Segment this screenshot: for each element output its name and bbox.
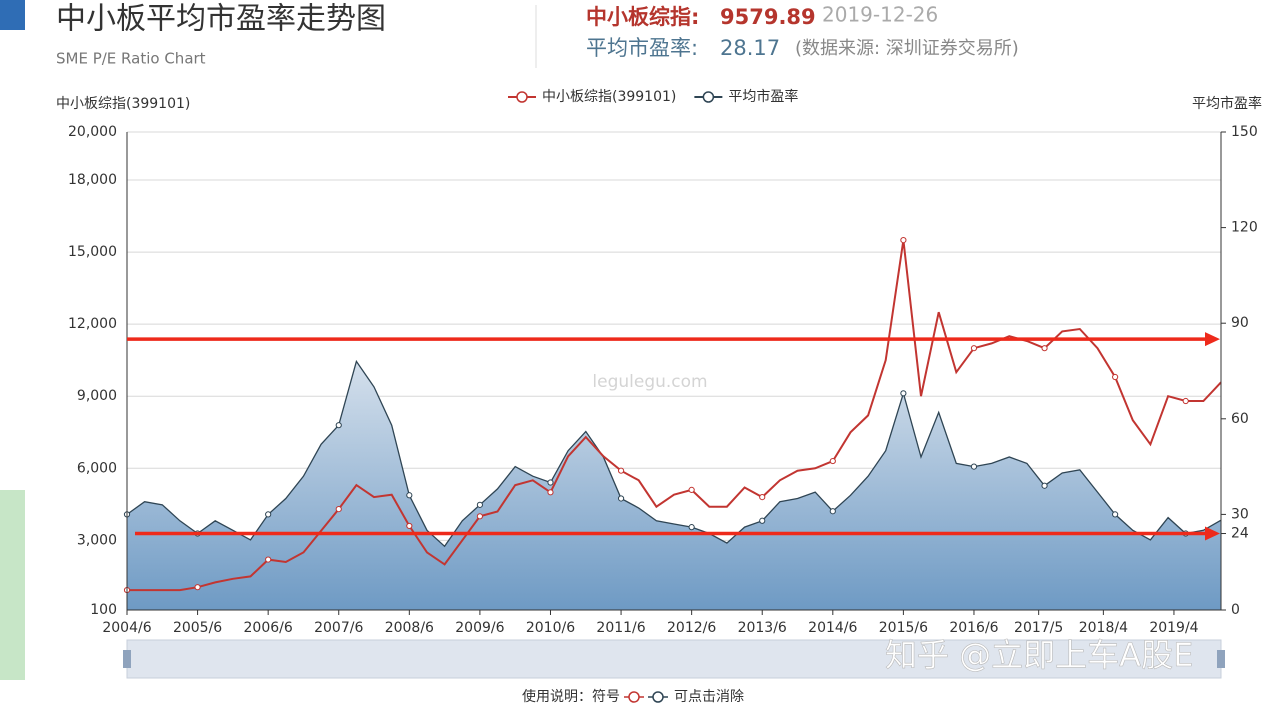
point — [759, 517, 766, 524]
y-tick-label: 100 — [90, 602, 117, 618]
pe-label: 平均市盈率: — [586, 36, 698, 60]
y-tick-label: 20,000 — [68, 124, 117, 140]
x-tick-label: 2018/4 — [1079, 620, 1128, 636]
point — [970, 345, 978, 352]
point — [1112, 511, 1119, 518]
point — [194, 584, 201, 591]
y2-tick-label: 120 — [1231, 220, 1258, 236]
x-tick-label: 2011/6 — [596, 620, 645, 636]
footer-symbol — [652, 691, 664, 703]
y2-tick-label: 24 — [1231, 526, 1249, 542]
date: 2019-12-26 — [822, 3, 938, 27]
source: (数据来源: 深圳证券交易所) — [795, 38, 1019, 59]
index-label: 中小板综指: — [586, 5, 699, 29]
legend-label[interactable]: 中小板综指(399101) — [542, 89, 676, 105]
point — [617, 467, 625, 474]
point — [1041, 482, 1048, 489]
point — [829, 457, 836, 465]
x-tick-label: 2008/6 — [385, 620, 434, 636]
y-tick-label: 12,000 — [68, 316, 117, 332]
point — [265, 556, 272, 563]
point — [406, 492, 413, 499]
y-tick-label: 6,000 — [77, 460, 117, 476]
x-tick-label: 2009/6 — [455, 620, 504, 636]
x-tick-label: 2016/6 — [949, 620, 998, 636]
y2-tick-label: 150 — [1231, 124, 1258, 140]
zoom-handle[interactable] — [123, 650, 131, 668]
y2-tick-label: 30 — [1231, 506, 1249, 522]
point — [970, 463, 978, 470]
legend-label[interactable]: 平均市盈率 — [728, 88, 798, 105]
x-tick-label: 2019/4 — [1149, 620, 1198, 636]
point — [476, 501, 484, 508]
y-tick-label: 9,000 — [77, 388, 117, 404]
x-tick-label: 2005/6 — [173, 620, 222, 636]
point — [1041, 345, 1048, 352]
y-axis-title: 中小板综指(399101) — [56, 96, 190, 112]
footer-note: 使用说明：符号 — [522, 688, 620, 705]
y-tick-label: 15,000 — [68, 244, 117, 260]
reference-arrowhead — [1205, 526, 1220, 541]
y-tick-label: 3,000 — [77, 532, 117, 548]
title: 中小板平均市盈率走势图 — [56, 2, 386, 37]
point — [547, 489, 554, 496]
x-tick-label: 2015/6 — [879, 620, 928, 636]
y2-tick-label: 0 — [1231, 602, 1240, 618]
y2-tick-label: 90 — [1231, 315, 1249, 331]
point — [829, 508, 836, 515]
y2-axis-title: 平均市盈率 — [1192, 95, 1262, 112]
y2-tick-label: 60 — [1231, 411, 1249, 427]
y-tick-label: 18,000 — [68, 172, 117, 188]
point — [547, 479, 554, 486]
point — [617, 495, 625, 502]
zoom-handle[interactable] — [1217, 650, 1225, 668]
side-thumbnail — [0, 490, 25, 680]
legend-symbol[interactable] — [516, 91, 528, 103]
watermark: legulegu.com — [592, 372, 707, 392]
point — [1182, 397, 1189, 405]
reference-arrowhead — [1205, 332, 1220, 347]
x-tick-label: 2004/6 — [102, 620, 151, 636]
point — [900, 236, 907, 244]
point — [688, 486, 695, 493]
legend-symbol[interactable] — [702, 91, 715, 103]
point — [265, 511, 272, 518]
point — [900, 390, 907, 397]
pe-value: 28.17 — [720, 36, 780, 60]
x-tick-label: 2013/6 — [738, 620, 787, 636]
x-tick-label: 2017/5 — [1014, 620, 1063, 636]
x-tick-label: 2012/6 — [667, 620, 716, 636]
x-tick-label: 2010/6 — [526, 620, 575, 636]
x-tick-label: 2007/6 — [314, 620, 363, 636]
subtitle: SME P/E Ratio Chart — [56, 50, 206, 68]
point — [476, 513, 484, 520]
point — [759, 494, 766, 501]
x-tick-label: 2014/6 — [808, 620, 857, 636]
point — [688, 524, 695, 531]
point — [335, 422, 342, 429]
side-tab — [0, 0, 25, 30]
point — [1112, 373, 1119, 381]
area — [127, 361, 1221, 610]
footer-note: 可点击消除 — [674, 689, 744, 705]
credit-watermark: 知乎 @立即上车A股E — [885, 636, 1193, 674]
point — [335, 506, 342, 513]
index-value: 9579.89 — [720, 5, 816, 29]
point — [406, 522, 413, 530]
line — [126, 359, 1222, 548]
x-tick-label: 2006/6 — [244, 620, 293, 636]
footer-symbol — [628, 691, 640, 703]
line — [127, 239, 1222, 592]
